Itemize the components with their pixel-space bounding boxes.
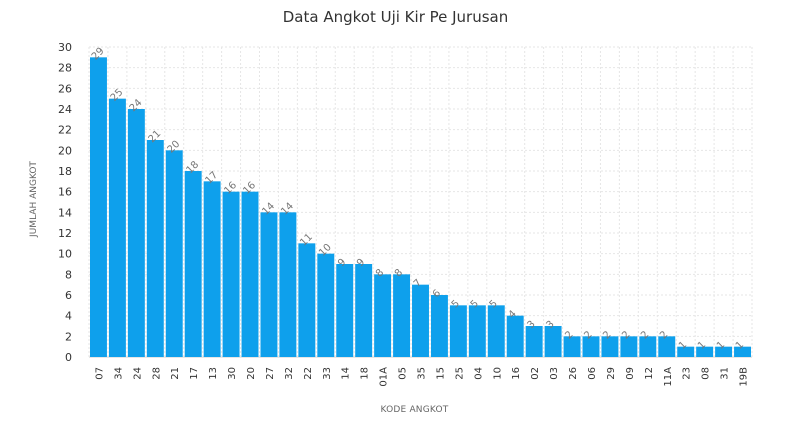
bar[interactable] [696,346,714,357]
x-tick-label: 30 [227,367,238,380]
x-tick-label: 23 [682,367,693,380]
y-tick-label: 8 [65,268,72,281]
bar[interactable] [487,305,505,357]
bar[interactable] [355,264,373,357]
bar[interactable] [203,181,221,357]
x-tick-label: 26 [568,367,579,380]
bar[interactable] [620,336,638,357]
x-tick-label: 21 [170,367,181,380]
y-tick-label: 0 [65,351,72,364]
y-tick-label: 22 [58,124,72,137]
bar[interactable] [336,264,354,357]
bar[interactable] [639,336,657,357]
x-tick-label: 01A [379,367,390,387]
bar[interactable] [298,243,316,357]
bar[interactable] [184,171,202,357]
y-tick-label: 16 [58,186,72,199]
x-tick-label: 16 [511,367,522,380]
x-tick-label: 08 [701,367,712,380]
bar[interactable] [525,326,543,357]
y-tick-label: 28 [58,62,72,75]
bar[interactable] [127,109,145,357]
bar[interactable] [468,305,486,357]
bar[interactable] [374,274,392,357]
x-tick-label: 11A [663,367,674,387]
x-tick-label: 13 [208,367,219,380]
x-tick-label: 33 [322,367,333,380]
bar[interactable] [506,315,524,357]
bar[interactable] [449,305,467,357]
x-tick-label: 19B [739,367,750,387]
x-tick-label: 12 [644,367,655,380]
bar[interactable] [544,326,562,357]
chart-title: Data Angkot Uji Kir Pe Jurusan [282,8,509,26]
bar[interactable] [677,346,695,357]
y-tick-label: 4 [65,310,72,323]
bar[interactable] [260,212,278,357]
x-tick-label: 22 [303,367,314,380]
bar[interactable] [430,295,448,357]
bar[interactable] [601,336,619,357]
bar[interactable] [241,191,259,357]
bars-layer [90,57,751,358]
x-tick-label: 05 [398,367,409,380]
x-tick-label: 20 [246,367,257,380]
x-tick-label: 32 [284,367,295,380]
bar[interactable] [90,57,107,357]
x-tick-label: 02 [530,367,541,380]
x-tick-label: 24 [132,367,143,380]
bar[interactable] [146,140,164,357]
x-tick-label: 10 [492,367,503,380]
y-tick-label: 20 [58,144,72,157]
x-tick-label: 29 [606,367,617,380]
bar[interactable] [582,336,600,357]
x-tick-label: 31 [720,367,731,380]
x-tick-label: 06 [587,367,598,380]
bar[interactable] [108,98,126,358]
y-tick-label: 12 [58,227,72,240]
bar[interactable] [165,150,183,357]
x-tick-label: 07 [94,367,105,380]
bar[interactable] [715,346,733,357]
bar[interactable] [222,191,240,357]
bar[interactable] [393,274,411,357]
x-tick-labels: 07 34 24 28 21 17 13 30 20 27 32 22 33 14 18 01A 05 35 15 2… [94,367,749,387]
bar[interactable] [658,336,676,357]
bar[interactable] [563,336,581,357]
x-tick-label: 18 [360,367,371,380]
x-tick-label: 27 [265,367,276,380]
x-tick-label: 17 [189,367,200,380]
x-tick-label: 03 [549,367,560,380]
x-axis-title: KODE ANGKOT [380,405,449,415]
bar[interactable] [317,253,335,357]
x-tick-label: 35 [417,367,428,380]
y-tick-label: 24 [58,103,72,116]
bar[interactable] [412,284,429,357]
y-tick-label: 30 [58,41,72,54]
y-tick-label: 18 [58,165,72,178]
y-tick-label: 14 [58,206,72,219]
x-tick-label: 14 [341,367,352,380]
y-tick-label: 26 [58,82,72,95]
x-tick-label: 25 [454,367,465,380]
x-tick-label: 34 [113,367,124,380]
x-tick-label: 15 [435,367,446,380]
y-tick-label: 6 [65,289,72,302]
y-tick-label: 10 [58,248,72,261]
bar[interactable] [734,346,751,357]
x-tick-label: 04 [473,367,484,380]
y-tick-label: 2 [65,330,72,343]
x-tick-label: 28 [151,367,162,380]
bar[interactable] [279,212,297,357]
x-tick-label: 09 [625,367,636,380]
